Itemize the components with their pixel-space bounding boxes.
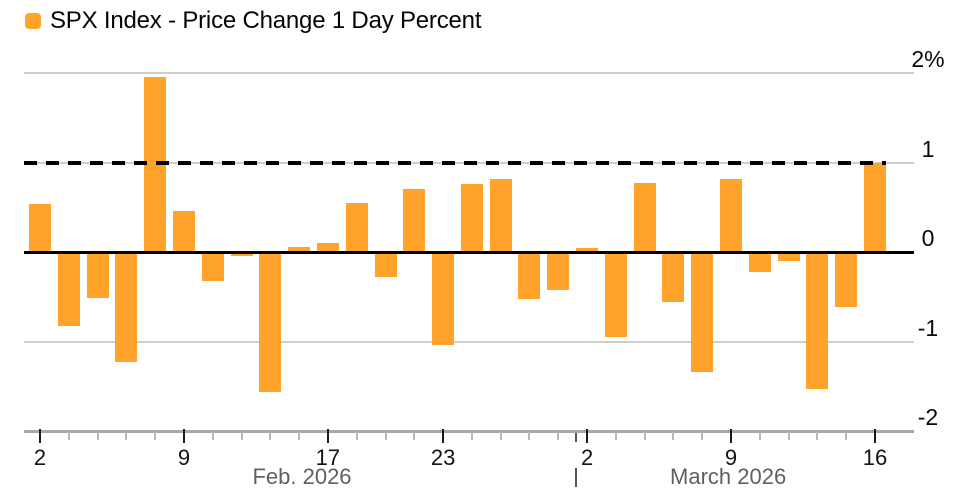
minor-tick-feb-24 [470, 432, 473, 440]
minor-tick-mar-6 [701, 432, 704, 440]
minor-tick-feb-10 [211, 432, 214, 440]
x-axis-label-feb-23: 23 [430, 445, 456, 470]
major-tick-feb-17 [326, 429, 329, 443]
bar-mar-5 [662, 252, 685, 303]
y-axis-label-2%: 2% [911, 46, 945, 72]
bar-feb-18 [345, 202, 368, 252]
bar-mar-6 [691, 252, 714, 372]
bar-feb-17 [316, 243, 339, 252]
major-tick-mar-16 [874, 429, 876, 443]
bar-feb-12 [259, 252, 282, 392]
bar-mar-9 [720, 178, 743, 252]
minor-tick-mar-12 [816, 432, 819, 440]
bar-feb-19 [374, 252, 397, 278]
major-tick-feb-9 [182, 429, 185, 443]
minor-tick-feb-25 [499, 432, 502, 440]
bar-feb-26 [518, 252, 541, 300]
major-tick-mar-9 [730, 429, 733, 443]
bar-mar-12 [806, 252, 829, 389]
zero-line [24, 251, 914, 254]
bar-feb-10 [201, 252, 224, 281]
minor-tick-feb-20 [413, 432, 416, 440]
minor-tick-feb-6 [154, 432, 157, 440]
bar-feb-27 [547, 252, 570, 290]
minor-tick-feb-11 [240, 432, 243, 440]
y-axis-label-1: 1 [921, 135, 935, 162]
bar-feb-9 [172, 210, 195, 252]
month-label-march-2026: March 2026 [670, 464, 787, 488]
x-axis-label-mar-16: 16 [862, 445, 888, 470]
minor-tick-mar-5 [672, 432, 675, 440]
minor-tick-mar-3 [614, 432, 617, 440]
x-axis-line [24, 430, 914, 433]
month-separator-tick [574, 430, 577, 442]
bar-mar-11 [777, 252, 800, 261]
major-tick-mar-2 [586, 429, 589, 443]
minor-tick-mar-4 [643, 432, 646, 440]
chart-legend[interactable]: SPX Index - Price Change 1 Day Percent [25, 7, 481, 35]
minor-tick-feb-12 [269, 432, 272, 440]
bar-mar-16 [864, 162, 886, 252]
minor-tick-feb-19 [384, 432, 387, 440]
x-axis-label-feb-2: 2 [33, 445, 47, 470]
bar-feb-20 [403, 189, 426, 252]
series-color-swatch-icon [25, 13, 41, 29]
bar-feb-24 [460, 183, 483, 252]
bar-feb-11 [230, 252, 253, 256]
minor-tick-mar-11 [787, 432, 790, 440]
x-axis-label-feb-9: 9 [177, 445, 191, 470]
bar-mar-4 [633, 183, 656, 252]
x-axis-label-feb-17: 17 [315, 445, 341, 470]
month-label-feb-2026: Feb. 2026 [252, 464, 352, 488]
gridline--1 [24, 340, 914, 343]
bar-feb-2 [29, 203, 51, 252]
x-axis-label-mar-9: 9 [724, 445, 738, 470]
minor-tick-mar-10 [758, 432, 761, 440]
bar-mar-3 [604, 252, 627, 338]
minor-tick-feb-27 [557, 432, 560, 440]
series-legend-label: SPX Index - Price Change 1 Day Percent [50, 7, 482, 34]
bar-mar-13 [835, 252, 858, 307]
y-axis-label--2: -2 [917, 404, 939, 430]
x-axis-label-mar-2: 2 [580, 445, 594, 470]
y-axis-label-0: 0 [921, 225, 935, 251]
bar-feb-23 [432, 252, 455, 346]
bar-mar-10 [748, 252, 771, 272]
minor-tick-feb-3 [67, 432, 70, 440]
bar-feb-13 [288, 246, 311, 252]
month-separator-divider [574, 468, 577, 487]
gridline-2% [24, 72, 914, 74]
major-tick-feb-23 [442, 429, 445, 443]
bar-feb-5 [115, 252, 138, 363]
bar-feb-4 [86, 252, 109, 298]
minor-tick-feb-4 [96, 432, 99, 440]
bar-mar-2 [576, 247, 599, 252]
reference-dashed-line [24, 160, 886, 165]
minor-tick-feb-18 [355, 432, 358, 440]
major-tick-feb-2 [39, 429, 41, 443]
minor-tick-feb-13 [298, 432, 301, 440]
y-axis-label--1: -1 [917, 314, 939, 341]
minor-tick-mar-13 [845, 432, 848, 440]
bar-feb-3 [57, 252, 80, 327]
minor-tick-feb-26 [528, 432, 531, 440]
bar-feb-25 [489, 178, 512, 252]
minor-tick-feb-5 [125, 432, 128, 440]
